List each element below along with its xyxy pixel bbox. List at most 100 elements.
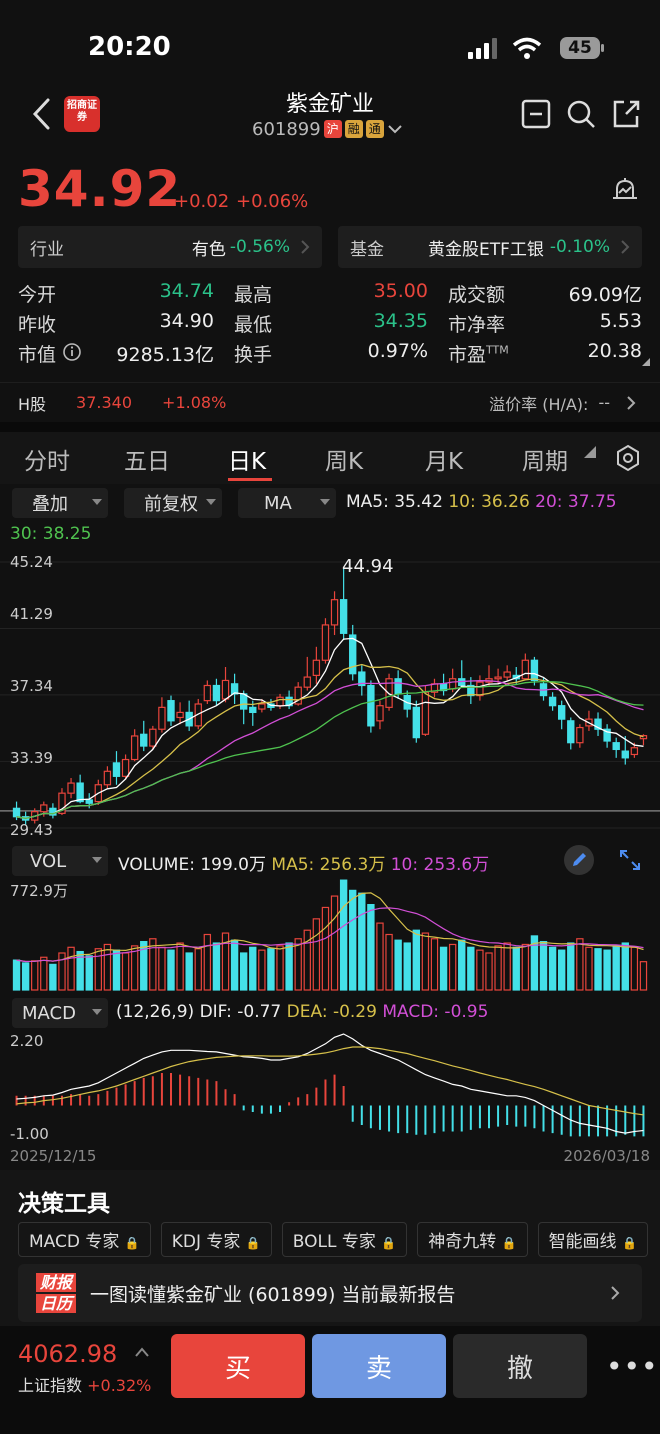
pb-label: 市净率 <box>448 314 506 336</box>
volume-ma10-line <box>16 907 644 963</box>
premium-value: -- <box>598 393 610 412</box>
chevron-up-icon[interactable] <box>134 1346 150 1358</box>
vol-indicator-select[interactable]: VOL <box>12 846 108 876</box>
candle-body <box>330 599 339 626</box>
more-icon[interactable]: ••• <box>606 1350 659 1383</box>
volume-bar <box>303 929 311 991</box>
tool-macd-expert[interactable]: MACD 专家 🔒 <box>18 1222 151 1257</box>
volume-bar <box>194 948 202 991</box>
badge-line1: 财报 <box>36 1273 76 1292</box>
volume-bar <box>330 895 339 991</box>
price-alert-icon[interactable] <box>608 174 642 208</box>
index-pct: +0.32% <box>87 1376 152 1395</box>
tab-monthly-k[interactable]: 月K <box>425 449 464 475</box>
overlay-select[interactable]: 叠加 <box>12 488 108 518</box>
dropdown-caret-icon <box>206 499 216 505</box>
macd-dif: DIF: -0.77 <box>199 1002 282 1022</box>
stock-code-row[interactable]: 601899 沪 融 通 <box>252 118 403 140</box>
industry-pill[interactable]: 行业 有色 -0.56% <box>18 226 322 268</box>
status-bar: 20:20 45 <box>0 0 660 90</box>
h-share-pct: +1.08% <box>162 393 227 412</box>
pe-ttm-sup: TTM <box>486 343 509 357</box>
candle-body <box>421 691 430 735</box>
volume-bar <box>276 945 284 991</box>
h-share-row[interactable]: H股 37.340 +1.08% 溢价率 (H/A): -- <box>0 382 660 422</box>
candlestick-chart[interactable] <box>0 548 660 838</box>
indicator-select[interactable]: MA <box>238 488 336 518</box>
fund-pct: -0.10% <box>549 237 610 257</box>
buy-button[interactable]: 买 <box>171 1334 305 1398</box>
wifi-icon <box>512 37 542 59</box>
macd-indicator-select[interactable]: MACD <box>12 998 108 1028</box>
volume-bar <box>239 952 248 991</box>
volume-bar <box>185 952 193 991</box>
volume-bar <box>121 952 130 991</box>
candle-body <box>258 703 266 710</box>
index-row: 上证指数 +0.32% <box>18 1372 151 1396</box>
candle-body <box>294 686 302 705</box>
cancel-order-button[interactable]: 撤 <box>453 1334 587 1398</box>
candle-body <box>358 671 366 687</box>
search-icon[interactable] <box>565 98 597 130</box>
tab-weekly-k[interactable]: 周K <box>325 449 364 475</box>
peak-price-label: 44.94 <box>342 556 394 577</box>
candle-body <box>521 659 530 680</box>
pe-label: 市盈TTM <box>448 340 509 367</box>
tab-period[interactable]: 周期 <box>522 449 568 475</box>
dropdown-caret-icon <box>92 857 102 863</box>
settings-icon[interactable] <box>614 444 642 472</box>
volume-bar <box>158 946 166 991</box>
tab-daily-k[interactable]: 日K <box>228 449 267 475</box>
turnover-rate-value: 0.97% <box>367 340 428 362</box>
candle-body <box>494 676 502 680</box>
adjust-select[interactable]: 前复权 <box>124 488 222 518</box>
share-icon[interactable] <box>610 98 642 130</box>
volume-bar <box>567 942 575 991</box>
candle-body <box>40 804 48 813</box>
price-change: +0.02 <box>174 191 230 212</box>
prev-close-value: 34.90 <box>159 310 214 332</box>
pe-value: 20.38 <box>587 340 642 362</box>
volume-bar <box>503 942 511 991</box>
info-icon[interactable] <box>62 342 82 362</box>
tool-smart-draw[interactable]: 智能画线 🔒 <box>537 1222 648 1257</box>
active-tab-underline <box>228 478 272 481</box>
industry-pct: -0.56% <box>229 237 290 257</box>
sell-button[interactable]: 卖 <box>312 1334 446 1398</box>
overlay-select-value: 叠加 <box>32 494 68 515</box>
chevron-right-icon <box>627 395 636 410</box>
report-banner[interactable]: 财报 日历 一图读懂紫金矿业 (601899) 当前最新报告 <box>18 1264 642 1322</box>
tool-kdj-expert[interactable]: KDJ 专家 🔒 <box>160 1222 272 1257</box>
tool-magic-nine-label: 神奇九转 <box>428 1232 497 1252</box>
tool-magic-nine[interactable]: 神奇九转 🔒 <box>417 1222 528 1257</box>
candle-body <box>530 659 539 682</box>
stock-code: 601899 <box>252 118 321 140</box>
volume-bar <box>149 938 157 991</box>
collapse-icon[interactable] <box>520 98 552 130</box>
pe-label-text: 市盈 <box>448 344 487 366</box>
volume-bar <box>476 949 484 991</box>
candle-body <box>448 678 457 690</box>
back-icon[interactable] <box>28 96 54 132</box>
volume-bar <box>12 959 21 991</box>
tab-intraday[interactable]: 分时 <box>24 449 70 475</box>
corner-expand-icon[interactable] <box>642 358 650 366</box>
tab-five-day[interactable]: 五日 <box>124 449 170 475</box>
candle-body <box>603 728 611 742</box>
candle-body <box>176 711 184 719</box>
fullscreen-icon[interactable] <box>618 848 642 872</box>
fund-pill[interactable]: 基金 黄金股ETF工银 -0.10% <box>338 226 642 268</box>
chevron-right-icon <box>611 1286 620 1300</box>
volume-chart[interactable] <box>0 876 660 992</box>
ma20-legend: 20: 37.75 <box>535 492 617 512</box>
prev-close-label: 昨收 <box>18 314 57 336</box>
volume-bar <box>167 949 175 991</box>
macd-chart[interactable] <box>0 1028 660 1146</box>
tool-boll-expert[interactable]: BOLL 专家 🔒 <box>281 1222 408 1257</box>
chevron-down-icon <box>388 125 402 134</box>
draw-pen-icon[interactable] <box>564 845 594 875</box>
volume-bar <box>485 952 493 991</box>
market-cap-label: 市值 <box>18 344 57 366</box>
volume-bar <box>67 946 75 991</box>
candle-body <box>476 681 484 697</box>
